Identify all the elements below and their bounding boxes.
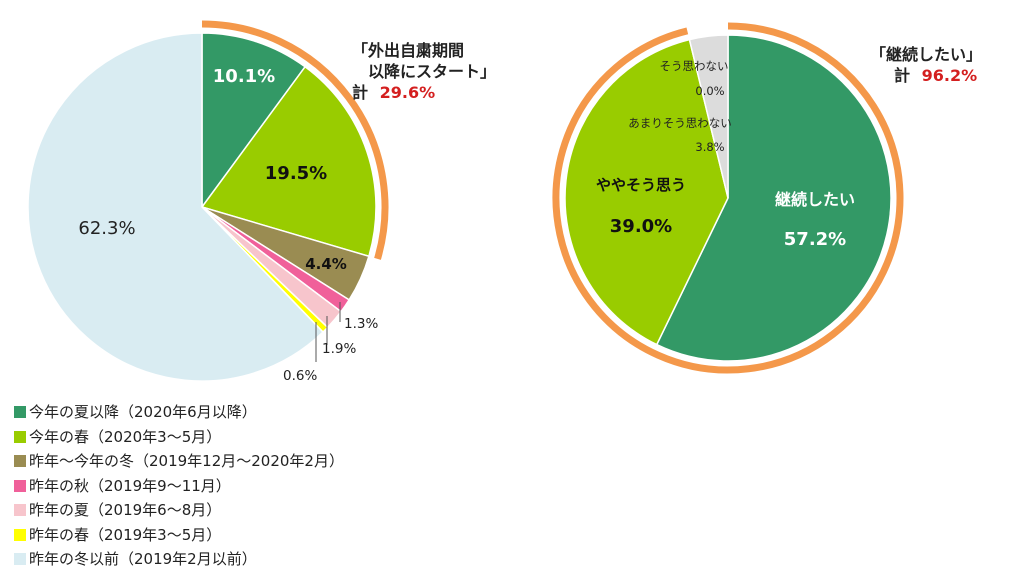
slice-label-spring-2019: 0.6% bbox=[283, 368, 317, 384]
slice-label-winter: 4.4% bbox=[305, 255, 347, 273]
callout-line-2: 以降にスタート」 bbox=[368, 62, 497, 81]
pie-slice-0 bbox=[655, 34, 892, 362]
callout-start-after-stay-home: 「外出自粛期間 以降にスタート」 計 29.6% bbox=[352, 40, 496, 103]
legend-swatch bbox=[14, 528, 26, 541]
pie-slice-6 bbox=[27, 32, 325, 382]
pie-slice-1 bbox=[200, 65, 377, 258]
callout-total: 計 96.2% bbox=[870, 65, 982, 86]
highlight-arc bbox=[552, 22, 904, 374]
callout-total-prefix: 計 bbox=[894, 66, 911, 85]
slice-value-not-much: 3.8% bbox=[695, 140, 724, 154]
legend-item: 昨年の秋（2019年9～11月） bbox=[14, 474, 344, 499]
legend-swatch bbox=[14, 504, 26, 517]
callout-total-value: 96.2% bbox=[921, 66, 978, 85]
legend-item: 昨年～今年の冬（2019年12月～2020年2月） bbox=[14, 449, 344, 474]
highlight-arc bbox=[201, 20, 389, 260]
legend-label: 昨年の夏（2019年6～8月） bbox=[29, 501, 222, 519]
slice-label-not-at-all: そう思わない bbox=[660, 59, 729, 73]
legend-item: 今年の夏以降（2020年6月以降） bbox=[14, 400, 344, 425]
pie-chart-start-timing bbox=[27, 20, 389, 382]
legend-swatch bbox=[14, 479, 26, 492]
leader-lines bbox=[315, 302, 341, 362]
slice-label-before-2019: 62.3% bbox=[78, 218, 135, 239]
slice-label-somewhat: ややそう思う bbox=[596, 176, 686, 194]
pie-slice-0 bbox=[201, 32, 307, 210]
legend-label: 昨年の秋（2019年9～11月） bbox=[29, 476, 231, 495]
legend-label: 今年の夏以降（2020年6月以降） bbox=[29, 403, 257, 421]
legend-item: 昨年の冬以前（2019年2月以前） bbox=[14, 547, 344, 572]
legend-item: 今年の春（2020年3～5月） bbox=[14, 425, 344, 450]
legend-swatch bbox=[14, 553, 26, 566]
legend-swatch bbox=[14, 455, 26, 468]
slice-value-not-at-all: 0.0% bbox=[695, 84, 724, 98]
slice-label-continue: 継続したい bbox=[775, 190, 855, 209]
slice-label-autumn-2019: 1.3% bbox=[344, 316, 378, 332]
callout-label: 「継続したい」 bbox=[870, 45, 983, 64]
legend-item: 昨年の夏（2019年6～8月） bbox=[14, 498, 344, 523]
slice-value-continue: 57.2% bbox=[784, 229, 846, 250]
slice-label-summer-2020: 10.1% bbox=[213, 66, 275, 87]
callout-line-1: 「外出自粛期間 bbox=[352, 41, 465, 60]
slice-label-not-much: あまりそう思わない bbox=[628, 116, 732, 130]
callout-total-prefix: 計 bbox=[352, 83, 369, 102]
legend-label: 昨年の春（2019年3～5月） bbox=[29, 525, 222, 544]
legend-item: 昨年の春（2019年3～5月） bbox=[14, 523, 344, 548]
legend-label: 今年の春（2020年3～5月） bbox=[29, 427, 222, 446]
slice-label-summer-2019: 1.9% bbox=[322, 341, 356, 357]
legend: 今年の夏以降（2020年6月以降） 今年の春（2020年3～5月） 昨年～今年の… bbox=[14, 400, 344, 572]
callout-total-value: 29.6% bbox=[379, 83, 436, 102]
slice-label-spring-2020: 19.5% bbox=[265, 163, 327, 184]
pie-slice-2 bbox=[688, 34, 729, 199]
legend-swatch bbox=[14, 430, 26, 443]
legend-label: 昨年～今年の冬（2019年12月～2020年2月） bbox=[29, 452, 344, 470]
pie-chart-continue-intention bbox=[552, 22, 904, 374]
pie-slice-1 bbox=[564, 38, 729, 346]
callout-total: 計 29.6% bbox=[352, 82, 496, 103]
legend-swatch bbox=[14, 406, 26, 419]
callout-want-to-continue: 「継続したい」 計 96.2% bbox=[870, 44, 982, 86]
legend-label: 昨年の冬以前（2019年2月以前） bbox=[29, 550, 257, 568]
slice-value-somewhat: 39.0% bbox=[610, 216, 672, 237]
